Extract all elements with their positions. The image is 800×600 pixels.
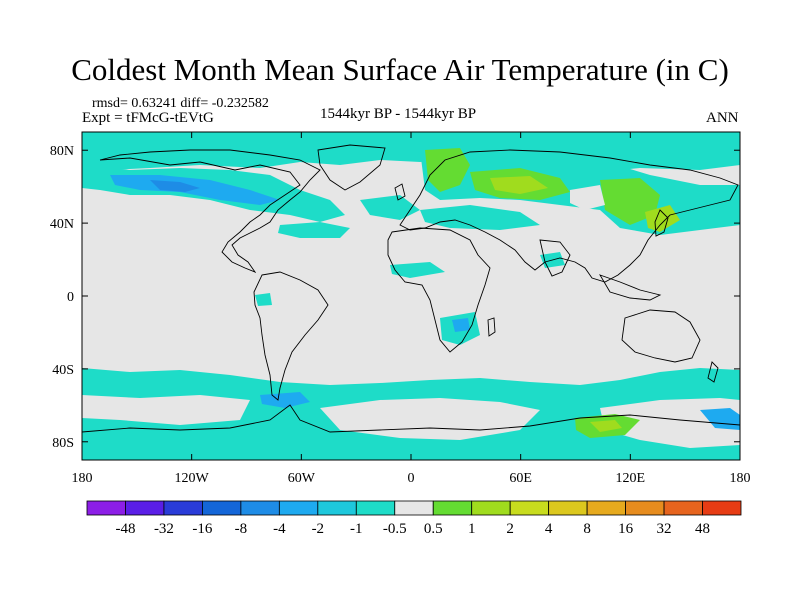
colorbar-swatch <box>202 500 242 516</box>
x-tick-label: 180 <box>730 471 751 486</box>
colorbar-label: -1 <box>350 521 363 537</box>
colorbar-swatch <box>432 500 473 516</box>
pacific-tropical-cool <box>390 262 445 278</box>
africa-south-dark <box>452 318 470 332</box>
colorbar-swatch <box>625 500 665 516</box>
antarctic-pale-1 <box>82 395 250 425</box>
colorbar-label: -8 <box>235 521 248 537</box>
x-tick-label: 60E <box>509 471 532 486</box>
colorbar-swatch <box>355 500 396 516</box>
x-tick-label: 120E <box>616 471 646 486</box>
colorbar-label: -4 <box>273 521 286 537</box>
coast-greenland <box>317 144 386 191</box>
coast-antarctica <box>82 404 740 433</box>
x-tick-label: 120W <box>175 471 210 486</box>
colorbar-label: -48 <box>115 521 135 537</box>
colorbar-swatch <box>663 500 703 516</box>
south-america-cool <box>255 293 272 306</box>
coast-africa <box>387 227 491 353</box>
colorbar-label: 2 <box>506 521 514 537</box>
coast-madagascar <box>487 317 496 337</box>
siberia-pale <box>570 185 605 210</box>
coast-south-america <box>253 271 329 401</box>
colorbar-label: 4 <box>545 521 553 537</box>
colorbar-label: 48 <box>695 521 710 537</box>
x-tick-label: 60W <box>288 471 316 486</box>
period-label: 1544kyr BP - 1544kyr BP <box>320 106 477 122</box>
y-tick-label: 40S <box>52 363 74 378</box>
colorbar-label: -32 <box>154 521 174 537</box>
coast-new-zealand <box>707 361 719 383</box>
colorbar-swatch <box>125 500 165 516</box>
coast-eurasia <box>399 149 739 283</box>
colorbar-swatch <box>240 500 280 516</box>
x-tick-label: 180 <box>72 471 93 486</box>
colorbar-swatch <box>548 500 588 516</box>
coast-north-america <box>99 149 321 273</box>
central-asia-cool <box>420 205 540 230</box>
colorbar-label: -16 <box>192 521 212 537</box>
colorbar-swatch <box>278 500 319 516</box>
coast-uk <box>394 183 406 201</box>
colorbar-swatch <box>509 500 550 516</box>
experiment-label: Expt = tFMcG-tEVtG <box>82 110 214 126</box>
season-label: ANN <box>706 110 739 126</box>
stats-text: rmsd= 0.63241 diff= -0.232582 <box>92 96 269 111</box>
y-tick-label: 80N <box>50 144 74 159</box>
greenland-sea-cool <box>360 195 420 220</box>
y-tick-label: 80S <box>52 436 74 451</box>
coast-india <box>539 239 571 277</box>
map-title: Coldest Month Mean Surface Air Temperatu… <box>71 52 729 87</box>
japan-warm <box>645 205 680 232</box>
colorbar-swatch <box>163 500 203 516</box>
colorbar-swatch <box>586 500 626 516</box>
siberia-warm-core <box>490 176 548 194</box>
y-tick-label: 40N <box>50 217 74 232</box>
colorbar-swatch <box>86 500 126 516</box>
colorbar-label: 1 <box>468 521 476 537</box>
coast-japan <box>654 209 669 237</box>
colorbar-label: 16 <box>618 521 634 537</box>
coastlines <box>82 144 740 433</box>
colorbar-swatch <box>471 500 511 516</box>
scandinavia-warm <box>425 148 470 192</box>
east-asia-warm <box>600 178 660 225</box>
coast-southeast-asia <box>598 274 662 301</box>
colorbar-swatch <box>394 500 434 516</box>
colorbar-label: 0.5 <box>424 521 443 537</box>
north-atlantic-cool <box>278 222 350 238</box>
colorbar-label: 8 <box>583 521 591 537</box>
colorbar-swatch <box>317 500 357 516</box>
axis-ticks: 180 120W 60W 0 60E 120E 180 80N 40N 0 40S 80S <box>50 132 751 486</box>
antarctic-warm-core <box>590 420 622 432</box>
coast-australia <box>621 309 701 363</box>
colorbar-swatch <box>702 500 742 516</box>
colorbar-label: 32 <box>657 521 672 537</box>
y-tick-label: 0 <box>67 290 74 305</box>
x-tick-label: 0 <box>408 471 415 486</box>
colorbar-label: -2 <box>312 521 325 537</box>
colorbar-label: -0.5 <box>383 521 407 537</box>
alaska-dark <box>150 180 200 192</box>
